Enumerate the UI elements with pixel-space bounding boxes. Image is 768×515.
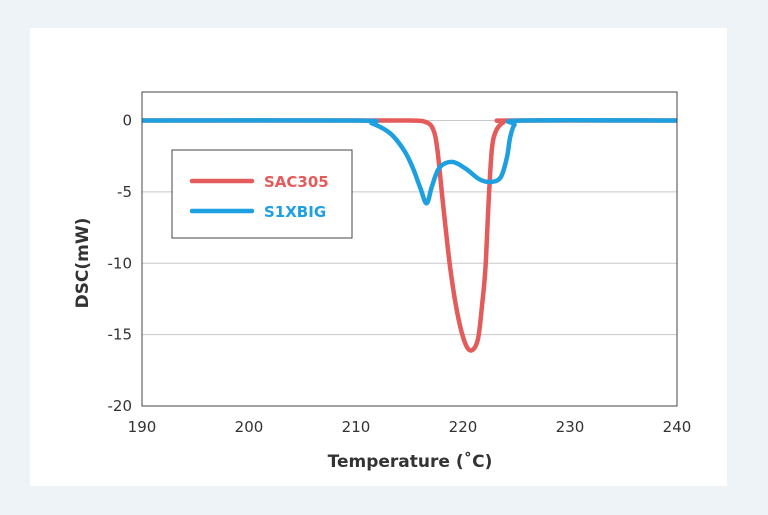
x-tick-label: 240 <box>663 418 692 436</box>
y-tick-label: -10 <box>108 254 133 272</box>
x-axis-label: Temperature (˚C) <box>328 450 493 472</box>
y-tick-label: 0 <box>122 112 132 130</box>
y-tick-label: -20 <box>108 397 133 415</box>
y-tick-label: -15 <box>108 326 133 344</box>
x-tick-label: 200 <box>235 418 264 436</box>
x-tick-label: 210 <box>342 418 371 436</box>
series-line-sac305 <box>142 118 678 353</box>
legend-box <box>171 149 353 239</box>
plot-frame <box>141 91 678 407</box>
legend: SAC305 S1XBIG <box>171 149 353 239</box>
legend-label-sac305: SAC305 <box>264 173 329 191</box>
x-tick-label: 190 <box>128 418 157 436</box>
chart-card <box>30 28 727 486</box>
x-tick-label: 220 <box>449 418 478 436</box>
x-tick-label: 230 <box>556 418 585 436</box>
legend-label-s1xbig: S1XBIG <box>264 203 326 221</box>
series-line-s1xbig <box>141 117 678 206</box>
y-axis-label: DSC(mW) <box>73 218 93 309</box>
y-tick-label: -5 <box>117 183 132 201</box>
